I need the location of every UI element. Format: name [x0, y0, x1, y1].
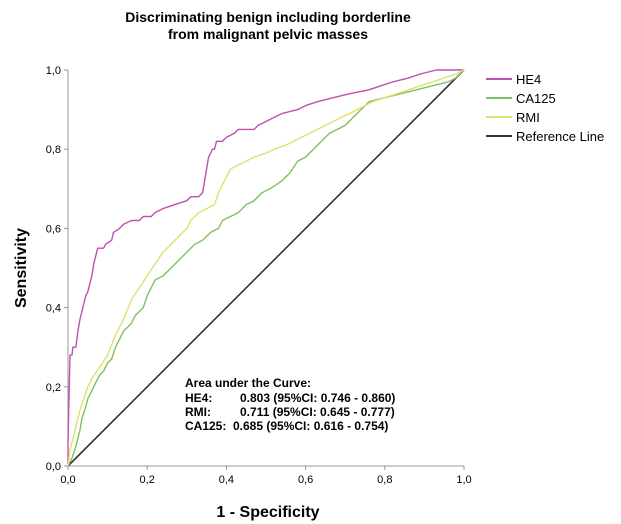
- x-tick-label: 0,6: [298, 474, 313, 486]
- series-line-ca125: [67, 69, 465, 467]
- legend-label-rmi: RMI: [516, 110, 540, 125]
- y-tick-label: 0,6: [46, 223, 61, 235]
- x-axis-title: 1 - Specificity: [216, 504, 319, 521]
- auc-label-rmi: RMI:: [185, 405, 211, 419]
- auc-heading: Area under the Curve:: [185, 376, 311, 390]
- legend-label-ca125: CA125: [516, 91, 556, 106]
- legend-label-reference-line: Reference Line: [516, 129, 604, 144]
- y-axis-title: Sensitivity: [13, 228, 30, 308]
- plot-area: [67, 70, 464, 467]
- y-tick-label: 0,8: [46, 144, 61, 156]
- x-tick-label: 0,2: [140, 474, 155, 486]
- chart-title-line-1: Discriminating benign including borderli…: [125, 9, 411, 25]
- legend-label-he4: HE4: [516, 72, 541, 87]
- x-tick-label: 0,4: [219, 474, 234, 486]
- x-tick-label: 0,0: [60, 474, 75, 486]
- chart-legend: HE4 CA125 RMI Reference Line: [486, 72, 604, 144]
- auc-value-ca125: 0.685 (95%CI: 0.616 - 0.754): [233, 419, 388, 433]
- y-tick-label: 0,4: [46, 303, 61, 315]
- series-line-reference-line: [67, 69, 465, 467]
- series-line-he4: [67, 69, 464, 466]
- y-tick-label: 0,2: [46, 382, 61, 394]
- chart-title-line-2: from malignant pelvic masses: [168, 26, 368, 42]
- auc-label-he4: HE4:: [185, 391, 212, 405]
- auc-value-he4: 0.803 (95%CI: 0.746 - 0.860): [240, 391, 395, 405]
- series-line-rmi: [67, 69, 465, 467]
- auc-value-rmi: 0.711 (95%CI: 0.645 - 0.777): [240, 405, 395, 419]
- x-tick-label: 1,0: [456, 474, 471, 486]
- y-tick-label: 0,0: [46, 461, 61, 473]
- axis-ticks: 0,0 0,2 0,4 0,6 0,8 1,0 0,0 0,2 0,4 0,6 0,8 1,0: [46, 65, 472, 486]
- y-tick-label: 1,0: [46, 65, 61, 77]
- x-tick-label: 0,8: [377, 474, 392, 486]
- auc-label-ca125: CA125:: [185, 419, 226, 433]
- roc-series: [67, 69, 465, 467]
- auc-annotation: Area under the Curve: HE4: 0.803 (95%CI:…: [185, 376, 395, 433]
